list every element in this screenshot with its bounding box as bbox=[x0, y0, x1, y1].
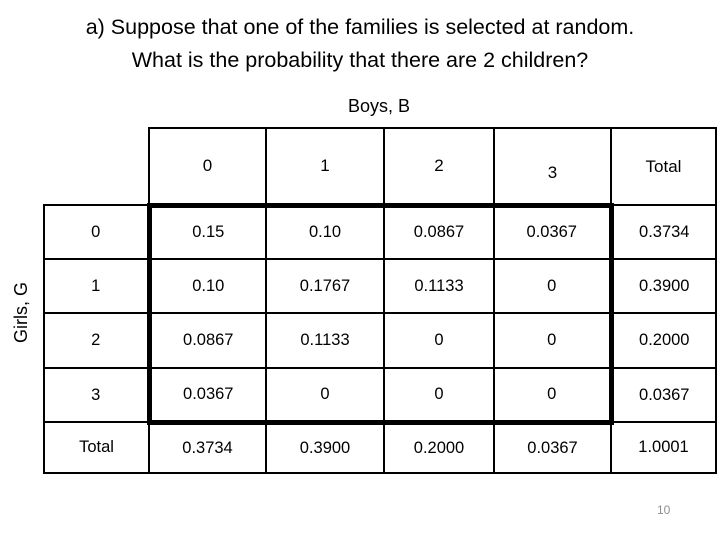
joint-cell: 0.0867 bbox=[383, 202, 495, 260]
joint-cell: 0.0867 bbox=[146, 312, 267, 369]
header-row: 0 1 2 3 Total bbox=[44, 127, 717, 206]
joint-cell: 0 bbox=[493, 367, 614, 425]
col-header: 1 bbox=[265, 127, 385, 206]
joint-cell: 0.0367 bbox=[146, 367, 267, 425]
col-total-cell: 0.2000 bbox=[383, 421, 495, 474]
column-axis-label: Boys, B bbox=[347, 96, 411, 116]
row-label-total: Total bbox=[43, 421, 150, 474]
joint-cell: 0 bbox=[265, 367, 385, 425]
joint-cell: 0 bbox=[383, 367, 495, 425]
table-row: 0 0.15 0.10 0.0867 0.0367 0.3734 bbox=[43, 202, 717, 260]
col-total-cell: 0.3734 bbox=[148, 421, 267, 474]
joint-cell: 0.1767 bbox=[265, 258, 385, 314]
joint-probability-table: 0 1 2 3 Total 0 0.15 0.10 0.0867 0.0367 … bbox=[43, 127, 717, 474]
slide-title: a) Suppose that one of the families is s… bbox=[0, 11, 720, 77]
row-total-cell: 0.2000 bbox=[610, 312, 717, 369]
row-total-cell: 0.3900 bbox=[610, 258, 717, 314]
joint-cell: 0.15 bbox=[146, 202, 267, 260]
row-label: 3 bbox=[43, 367, 150, 423]
total-row: Total 0.3734 0.3900 0.2000 0.0367 1.0001 bbox=[43, 421, 717, 474]
grand-total-cell: 1.0001 bbox=[610, 421, 717, 474]
row-label: 2 bbox=[43, 312, 150, 369]
row-axis-label: Girls, G bbox=[10, 282, 31, 343]
joint-cell: 0.1133 bbox=[383, 258, 495, 314]
row-axis-label-container: Girls, G bbox=[0, 204, 42, 421]
table-row: 3 0.0367 0 0 0 0.0367 bbox=[43, 367, 717, 425]
joint-cell: 0.1133 bbox=[265, 312, 385, 369]
joint-cell: 0 bbox=[383, 312, 495, 369]
joint-cell: 0.0367 bbox=[493, 202, 614, 260]
slide-title-line-2: What is the probability that there are 2… bbox=[131, 48, 589, 72]
page-number: 10 bbox=[657, 503, 671, 517]
row-total-cell: 0.0367 bbox=[610, 367, 717, 423]
row-label: 1 bbox=[43, 258, 150, 314]
col-total-cell: 0.3900 bbox=[265, 421, 385, 474]
col-header: 3 bbox=[493, 127, 612, 206]
col-header-total: Total bbox=[610, 127, 717, 206]
joint-cell: 0 bbox=[493, 312, 614, 369]
table-row: 2 0.0867 0.1133 0 0 0.2000 bbox=[43, 312, 717, 369]
col-header: 0 bbox=[148, 127, 267, 206]
joint-cell: 0 bbox=[493, 258, 614, 314]
slide-title-line-1: a) Suppose that one of the families is s… bbox=[85, 15, 635, 39]
joint-cell: 0.10 bbox=[146, 258, 267, 314]
table-row: 1 0.10 0.1767 0.1133 0 0.3900 bbox=[43, 258, 717, 314]
col-total-cell: 0.0367 bbox=[493, 421, 612, 474]
row-label: 0 bbox=[43, 204, 150, 260]
corner-cell bbox=[44, 128, 149, 205]
col-header: 2 bbox=[383, 127, 495, 206]
row-total-cell: 0.3734 bbox=[610, 204, 717, 260]
joint-cell: 0.10 bbox=[265, 202, 385, 260]
